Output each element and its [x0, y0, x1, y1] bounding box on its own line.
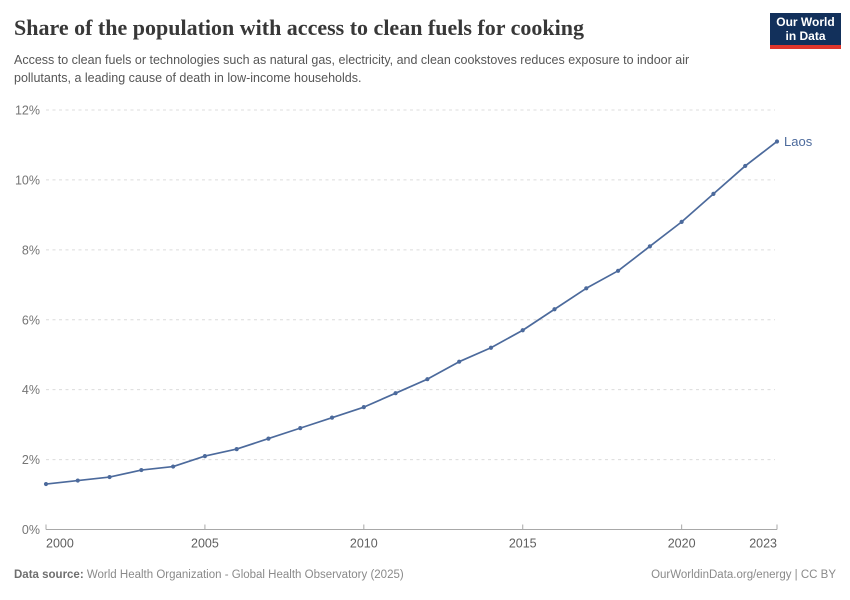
data-source-text: World Health Organization - Global Healt… — [83, 569, 404, 581]
data-point — [139, 467, 144, 473]
y-tick-label: 8% — [22, 243, 40, 257]
data-point — [711, 191, 716, 196]
data-source-label: Data source: — [14, 569, 84, 581]
data-point — [329, 415, 335, 420]
data-point — [298, 426, 303, 431]
data-point — [774, 139, 780, 144]
x-tick-label: 2020 — [668, 537, 696, 551]
data-point — [266, 436, 271, 441]
data-point — [679, 219, 684, 224]
data-point — [425, 377, 430, 382]
owid-logo-line2: in Data — [785, 29, 826, 43]
data-point — [615, 268, 621, 273]
series-end-label[interactable]: Laos — [784, 134, 813, 149]
y-tick-label: 12% — [15, 104, 40, 118]
y-tick-label: 10% — [15, 173, 40, 187]
data-line — [45, 140, 778, 485]
data-point — [393, 391, 398, 396]
data-point — [457, 359, 462, 364]
data-point — [584, 286, 589, 291]
line-chart[interactable]: 0% 2% 4% 6% 8% 10% 12% 2000 2005 2010 2015 2020 2023… — [0, 100, 850, 565]
x-tick-label: 2005 — [191, 537, 219, 551]
chart-footer: Data source: World Health Organization -… — [0, 567, 850, 593]
x-tick-label: 2015 — [509, 537, 537, 551]
data-point — [647, 244, 652, 249]
data-point — [107, 474, 112, 480]
y-tick-label: 4% — [22, 383, 40, 397]
owid-logo[interactable]: Our World in Data — [770, 13, 841, 49]
data-point — [520, 328, 525, 333]
data-source-note: Data source: World Health Organization -… — [14, 569, 404, 581]
data-point — [552, 307, 557, 312]
chart-title: Share of the population with access to c… — [14, 15, 584, 40]
data-point — [488, 345, 494, 350]
data-point — [361, 405, 366, 410]
x-tick-label: 2010 — [350, 537, 378, 551]
data-point — [171, 464, 176, 469]
y-tick-label: 2% — [22, 453, 40, 467]
owid-logo-line1: Our World — [776, 15, 835, 29]
x-tick-label: 2023 — [749, 537, 777, 551]
data-point — [234, 446, 239, 452]
data-point — [202, 453, 208, 459]
x-tick-label: 2000 — [46, 537, 74, 551]
chart-subtitle: Access to clean fuels or technologies su… — [14, 53, 690, 85]
data-point — [43, 481, 49, 487]
y-tick-label: 6% — [22, 313, 40, 327]
chart-svg: 0% 2% 4% 6% 8% 10% 12% 2000 2005 2010 2015 2020 2023… — [15, 104, 813, 551]
y-tick-label: 0% — [22, 523, 40, 537]
data-point — [743, 163, 748, 169]
data-point — [75, 478, 80, 483]
license-credit[interactable]: OurWorldinData.org/energy | CC BY — [651, 569, 836, 581]
